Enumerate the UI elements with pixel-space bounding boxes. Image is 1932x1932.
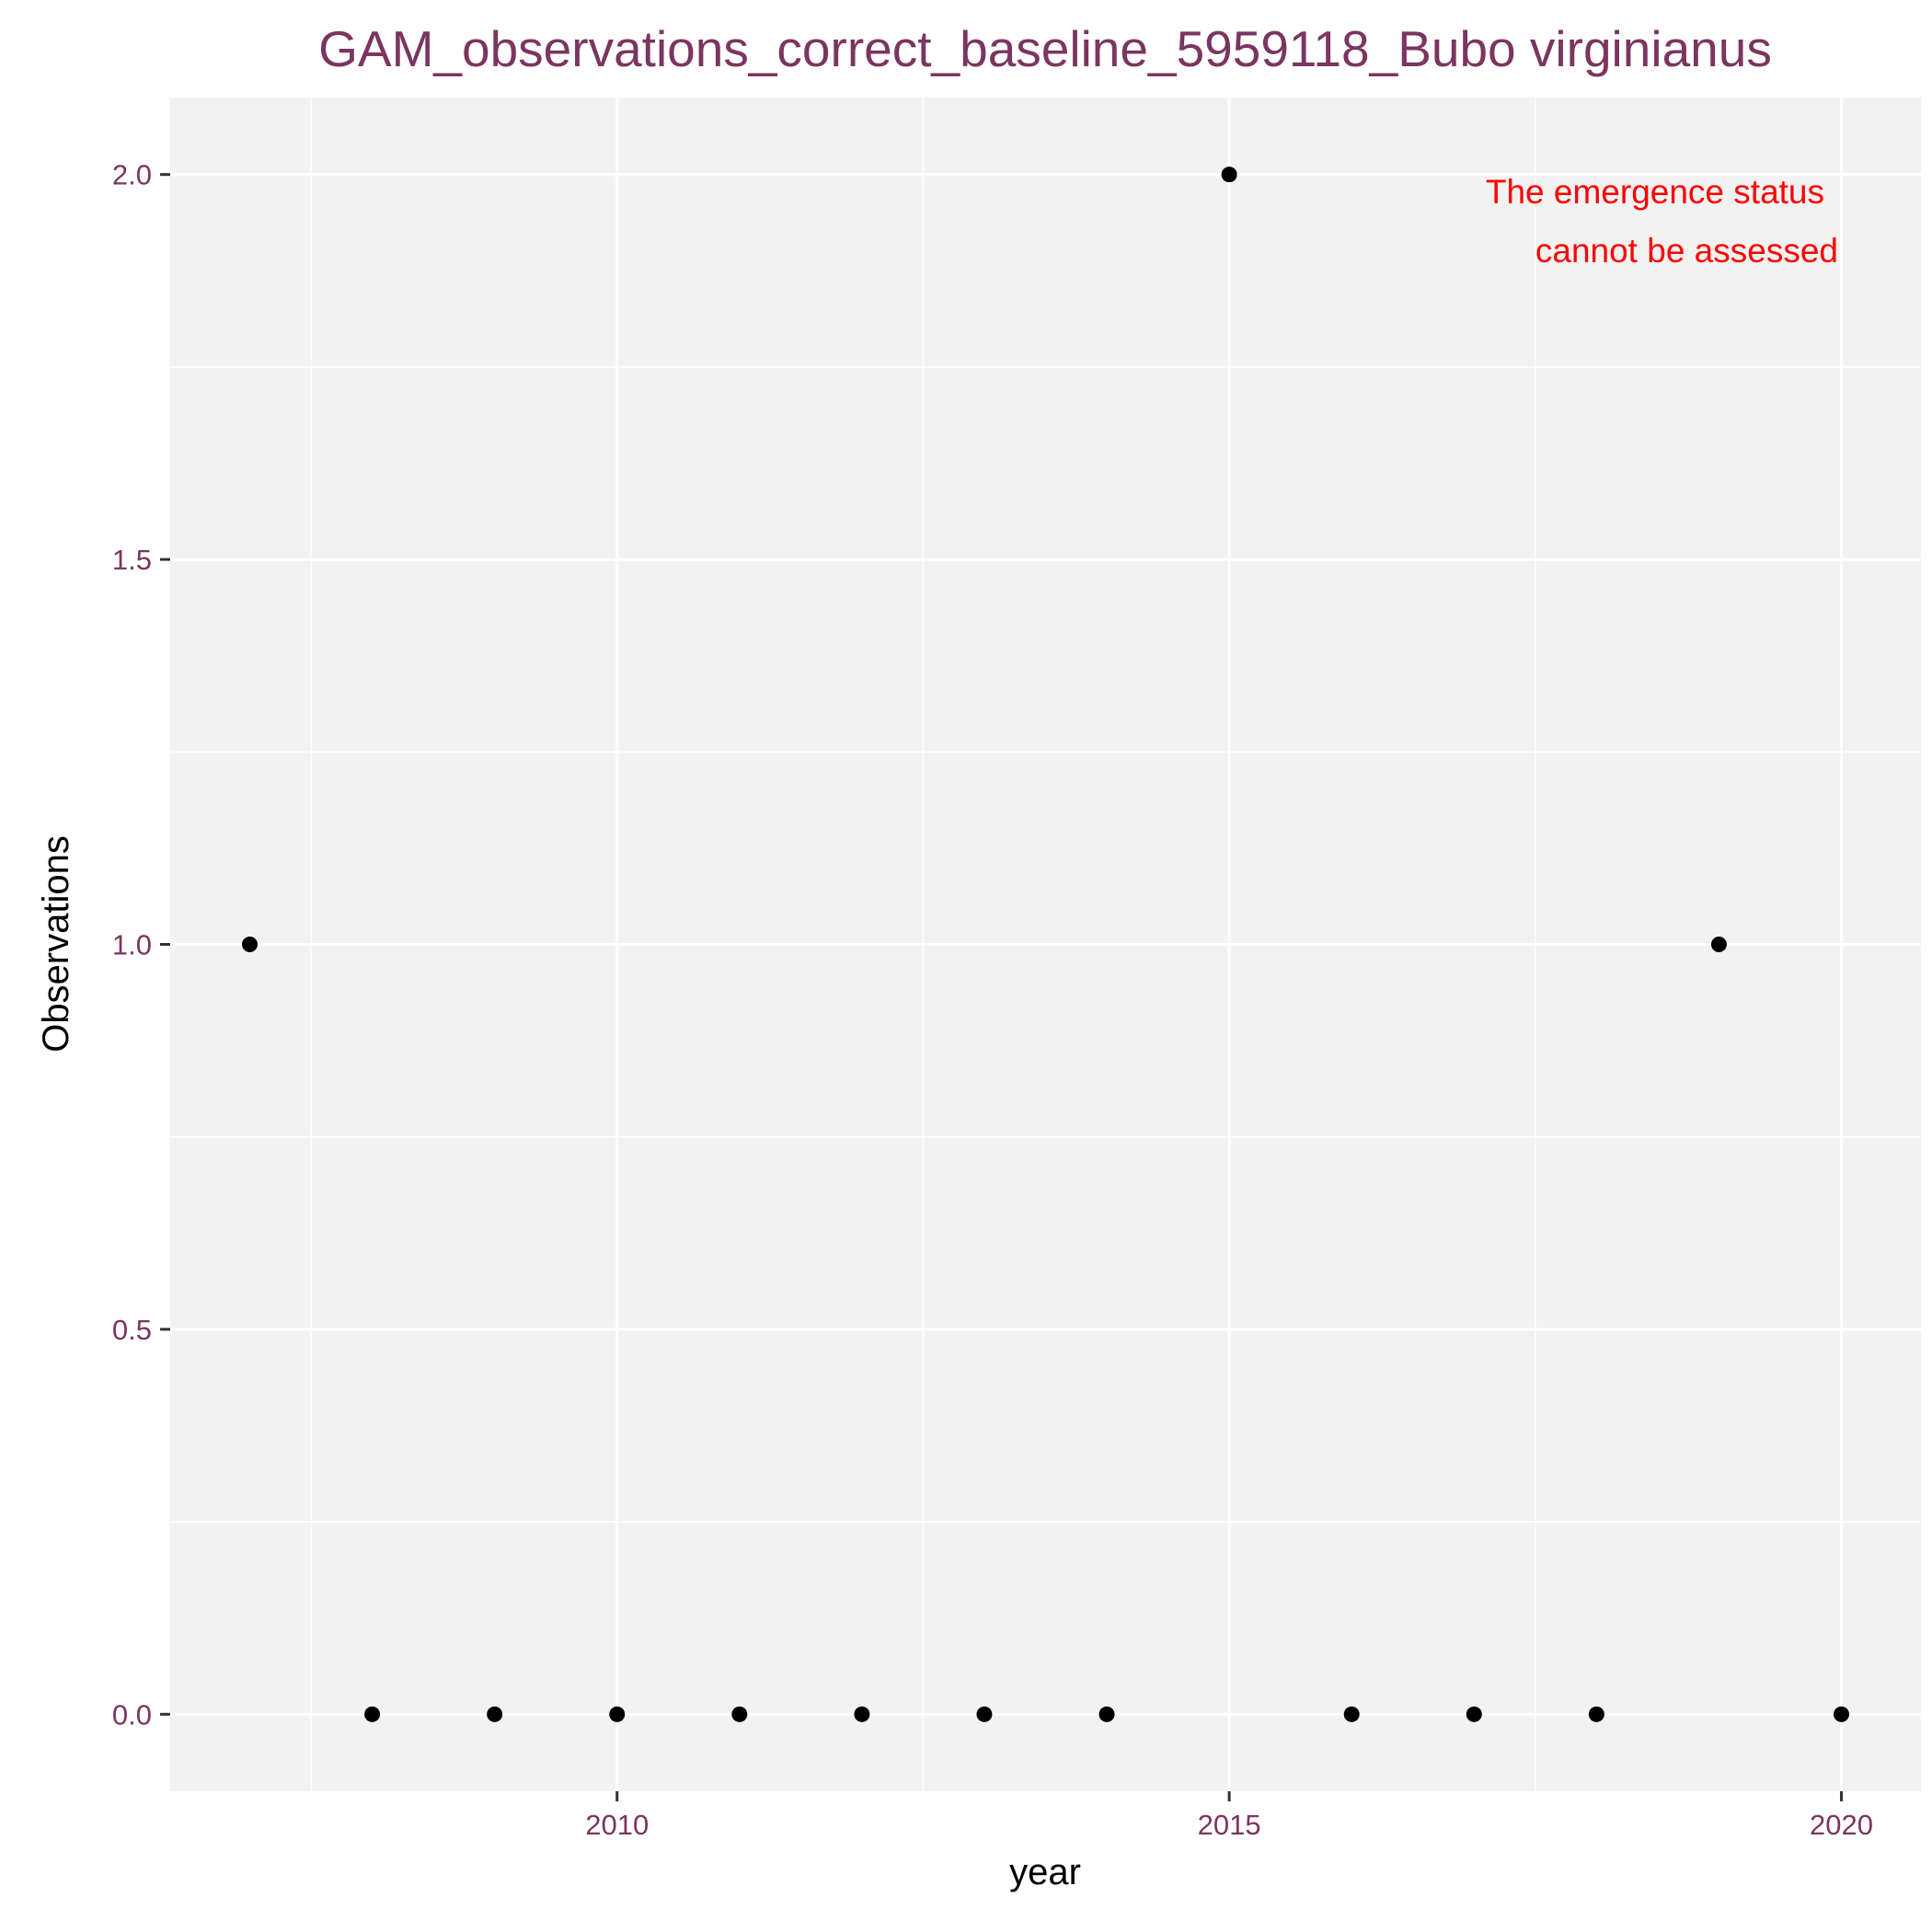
annotation-line-1: The emergence status: [1486, 173, 1824, 211]
data-points: [242, 167, 1849, 1722]
tick-labels: 2010 2015 2020 0.0 0.5 1.0 1.5 2.0: [112, 159, 1873, 1841]
y-tick-label: 1.0: [112, 929, 152, 961]
major-gridlines: [170, 98, 1921, 1791]
y-axis-title: Observations: [36, 835, 76, 1052]
data-point: [1343, 1706, 1360, 1722]
chart-title: GAM_observations_correct_baseline_595911…: [318, 20, 1772, 77]
data-point: [1588, 1706, 1604, 1722]
data-point: [854, 1706, 870, 1722]
data-point: [731, 1706, 748, 1722]
y-tick-label: 2.0: [112, 159, 152, 191]
y-tick-label: 1.5: [112, 544, 152, 576]
data-point: [1221, 167, 1237, 183]
data-point: [609, 1706, 626, 1722]
x-tick-label: 2020: [1810, 1809, 1873, 1841]
x-tick-label: 2010: [585, 1809, 649, 1841]
data-point: [1834, 1706, 1849, 1722]
data-point: [364, 1706, 381, 1722]
data-point: [976, 1706, 993, 1722]
data-point: [1466, 1706, 1482, 1722]
data-point: [1098, 1706, 1115, 1722]
y-tick-label: 0.0: [112, 1698, 152, 1731]
data-point: [1710, 937, 1727, 952]
data-point: [487, 1706, 503, 1722]
axis-ticks: [160, 173, 1843, 1801]
x-tick-label: 2015: [1198, 1809, 1261, 1841]
y-tick-label: 0.5: [112, 1314, 152, 1346]
x-axis-title: year: [1009, 1852, 1081, 1892]
annotation-line-2: cannot be assessed: [1535, 232, 1838, 270]
data-point: [242, 937, 258, 952]
